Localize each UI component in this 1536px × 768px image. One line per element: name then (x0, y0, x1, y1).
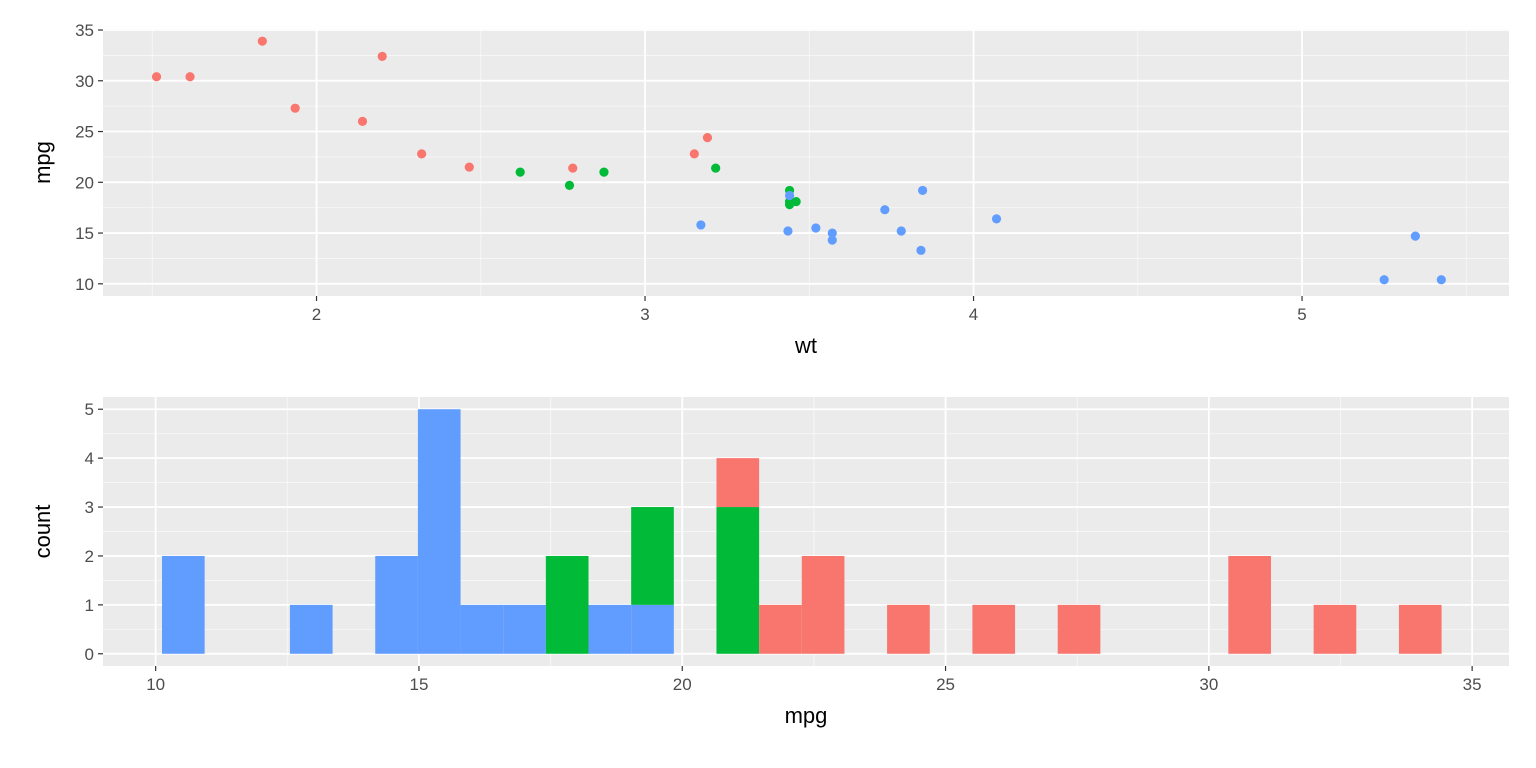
histogram-bar (545, 555, 589, 654)
scatter-point (568, 163, 578, 173)
histogram-y-axis: 0 1 2 3 4 5 (85, 400, 103, 664)
histogram-bar (375, 555, 418, 654)
scatter-point (464, 162, 474, 172)
scatter-x-tick-label: 2 (312, 305, 321, 324)
histogram-bar (460, 604, 504, 654)
scatter-point (151, 72, 162, 82)
histogram-bars (161, 409, 1442, 654)
histogram-x-axis: 10 15 20 25 30 35 (146, 666, 1482, 694)
scatter-x-tick-label: 4 (969, 305, 978, 324)
scatter-point (991, 214, 1002, 224)
scatter-y-axis: 10 15 20 25 30 35 (75, 21, 103, 294)
scatter-panel-background (103, 29, 1509, 296)
scatter-point (290, 103, 300, 113)
histogram-y-tick-label: 3 (85, 498, 94, 517)
histogram-bar (1228, 555, 1271, 654)
scatter-point (880, 205, 890, 215)
histogram-x-tick-label: 10 (146, 675, 165, 694)
histogram-bar (631, 507, 674, 605)
histogram-y-axis-title: count (30, 505, 55, 559)
histogram-x-axis-title: mpg (785, 703, 828, 728)
scatter-point (564, 180, 575, 190)
histogram-bar (972, 604, 1016, 654)
histogram-bar (887, 604, 930, 654)
scatter-grid (103, 29, 1509, 296)
scatter-point (357, 116, 368, 126)
scatter-y-tick-label: 35 (75, 21, 94, 40)
scatter-point (827, 235, 837, 245)
histogram-bar (631, 604, 674, 654)
scatter-point (377, 51, 387, 62)
scatter-point (916, 245, 926, 255)
histogram-bar (289, 604, 333, 654)
scatter-y-tick-label: 10 (75, 275, 94, 294)
scatter-point (711, 163, 721, 173)
scatter-y-tick-label: 30 (75, 72, 94, 91)
histogram-x-tick-label: 15 (409, 675, 428, 694)
scatter-point (811, 223, 821, 233)
histogram-bar (417, 409, 461, 654)
scatter-y-axis-title: mpg (30, 141, 55, 184)
histogram-bar (1057, 604, 1101, 654)
scatter-y-tick-label: 25 (75, 123, 94, 142)
scatter-y-tick-label: 15 (75, 224, 94, 243)
scatter-x-axis: 2 3 4 5 (312, 296, 1307, 324)
scatter-point (1436, 275, 1446, 285)
scatter-y-tick-label: 20 (75, 173, 94, 192)
histogram-panel: 10 15 20 25 30 35 0 1 2 3 4 5 mpg count (30, 397, 1509, 728)
histogram-bar (1398, 604, 1442, 654)
histogram-bar (801, 555, 845, 654)
scatter-x-axis-title: wt (794, 333, 817, 358)
histogram-x-tick-label: 25 (936, 675, 955, 694)
scatter-point (783, 226, 793, 236)
histogram-bar (588, 604, 632, 654)
scatter-panel: 2 3 4 5 10 15 20 25 30 35 wt mpg (30, 21, 1509, 358)
scatter-point (515, 167, 525, 177)
histogram-bar (716, 458, 760, 508)
histogram-y-tick-label: 0 (85, 645, 94, 664)
scatter-point (257, 36, 267, 46)
scatter-point (784, 190, 795, 201)
scatter-x-tick-label: 3 (640, 305, 649, 324)
scatter-point (696, 220, 706, 230)
scatter-point (689, 149, 699, 159)
histogram-bar (716, 507, 760, 654)
scatter-point (896, 226, 906, 236)
histogram-y-tick-label: 1 (85, 596, 94, 615)
scatter-point (1379, 275, 1389, 285)
scatter-points (151, 36, 1446, 285)
scatter-point (1410, 231, 1420, 241)
histogram-bar (1313, 604, 1357, 654)
scatter-point (702, 133, 713, 143)
histogram-x-tick-label: 30 (1199, 675, 1218, 694)
scatter-x-tick-label: 5 (1297, 305, 1306, 324)
scatter-point (185, 72, 195, 82)
scatter-point (791, 196, 801, 207)
histogram-x-tick-label: 35 (1463, 675, 1482, 694)
scatter-point (417, 149, 427, 159)
histogram-x-tick-label: 20 (673, 675, 692, 694)
histogram-bar (503, 604, 546, 654)
histogram-bar (161, 555, 205, 654)
histogram-bar (759, 604, 802, 654)
scatter-point (918, 185, 928, 196)
histogram-y-tick-label: 2 (85, 547, 94, 566)
histogram-y-tick-label: 5 (85, 400, 94, 419)
scatter-point (827, 228, 837, 238)
histogram-y-tick-label: 4 (85, 449, 94, 468)
scatter-point (599, 167, 609, 177)
